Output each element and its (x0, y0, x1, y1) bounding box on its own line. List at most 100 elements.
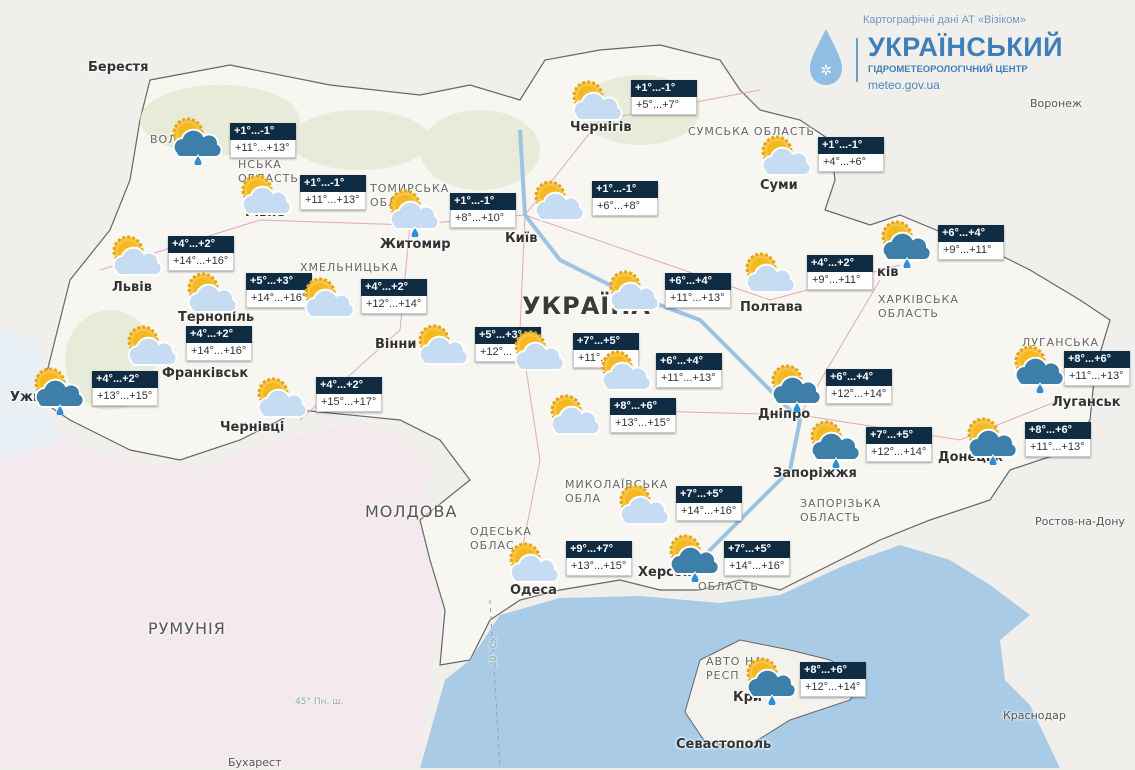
cloud-icon (112, 246, 163, 276)
rain-icon (742, 655, 798, 708)
rain-icon (767, 362, 823, 415)
cloud-icon (187, 283, 238, 313)
map-data-credit: Картографічні дані АТ «Візіком» (863, 14, 1026, 26)
forecast-box: +9°...+7° +13°...+15° (566, 541, 632, 576)
night-temperature: +6°...+4° (665, 273, 731, 290)
city-label: Чернігів (570, 120, 632, 135)
forecast-box: +4°...+2° +9°...+11° (807, 255, 873, 290)
day-temperature: +12°... (475, 344, 541, 362)
partly-cloudy-icon (123, 323, 179, 373)
forecast-box: +7°...+5° +14°...+16° (676, 486, 742, 521)
region-label: ХМЕЛЬНИЦЬКА (300, 261, 399, 274)
cloud-icon (745, 263, 796, 293)
water-drop-icon: ✲ (810, 29, 842, 85)
hungary-territory (0, 330, 60, 460)
foreign-city-label: Бухарест (228, 756, 282, 769)
day-temperature: +4°...+6° (818, 154, 884, 172)
region-label: СУМСЬКА ОБЛАСТЬ (688, 125, 815, 138)
cloud-icon (601, 361, 652, 391)
cloud-icon (127, 336, 178, 366)
dnipro-river (518, 129, 803, 562)
city-label: Луганськ (1052, 395, 1121, 410)
partly-cloudy-icon (253, 375, 309, 425)
city-label: Севастополь (676, 737, 772, 752)
forecast-box: +4°...+2° +14°...+16° (186, 326, 252, 361)
country-label: МОЛДОВА (365, 502, 458, 521)
day-temperature: +14°...+16° (168, 253, 234, 271)
rain-icon (963, 415, 1019, 468)
cloud-icon (514, 341, 565, 371)
logo-title: УКРАЇНСЬКИЙ (868, 32, 1064, 62)
partly-cloudy-icon (510, 328, 566, 378)
forecast-box: +4°...+2° +12°...+14° (361, 279, 427, 314)
forecast-box: +8°...+6° +13°...+15° (610, 398, 676, 433)
partly-cloudy-icon (108, 233, 164, 283)
partly-cloudy-icon (530, 178, 586, 228)
forecast-box: +7°...+5° +12°...+14° (866, 427, 932, 462)
cloud-icon (304, 288, 355, 318)
svg-text:✲: ✲ (820, 63, 832, 79)
day-temperature: +5°...+7° (631, 97, 697, 115)
day-temperature: +13°...+15° (566, 558, 632, 576)
day-temperature: +14°...+16° (246, 290, 312, 308)
day-temperature: +11°...+13° (230, 140, 296, 158)
region-label: ХАРКІВСЬКА ОБЛАСТЬ (878, 293, 959, 320)
cloud-icon (534, 191, 585, 221)
foreign-city-label: Ростов-на-Дону (1035, 515, 1125, 528)
latitude-label: 45° Пн. ш. (295, 697, 344, 707)
forecast-box: +8°...+6° +11°...+13° (1025, 422, 1091, 457)
night-temperature: +8°...+6° (1025, 422, 1091, 439)
cloud-icon (761, 146, 812, 176)
day-temperature: +9°...+11° (938, 242, 1004, 260)
day-temperature: +11°...+13° (656, 370, 722, 388)
cloud-icon (172, 128, 223, 158)
day-temperature: +14°...+16° (676, 503, 742, 521)
night-temperature: +1°...-1° (592, 181, 658, 198)
city-label: Берестя (88, 60, 149, 75)
longitude-label: 30° Сх. (489, 633, 500, 668)
forecast-box: +1°...-1° +6°...+8° (592, 181, 658, 216)
logo-subtitle: ГІДРОМЕТЕОРОЛОГІЧНИЙ ЦЕНТР (868, 64, 1028, 75)
region-label: АВТО НА РЕСП (706, 655, 763, 682)
rain-icon (30, 365, 86, 418)
day-temperature: +13°...+15° (610, 415, 676, 433)
forecast-box: +8°...+6° +12°...+14° (800, 662, 866, 697)
city-label: Суми (760, 178, 798, 193)
partly-cloudy-icon (505, 540, 561, 590)
forecast-box: +4°...+2° +13°...+15° (92, 371, 158, 406)
partly-cloudy-icon (546, 392, 602, 442)
forecast-box: +8°...+6° +11°...+13° (1064, 351, 1130, 386)
forecast-box: +6°...+4° +12°...+14° (826, 369, 892, 404)
night-temperature: +4°...+2° (807, 255, 873, 272)
forecast-box: +1°...-1° +4°...+6° (818, 137, 884, 172)
night-temperature: +5°...+3° (246, 273, 312, 290)
cloud-icon (669, 545, 720, 575)
country-label: РУМУНІЯ (148, 619, 226, 638)
night-temperature: +7°...+5° (724, 541, 790, 558)
region-label: ОДЕСЬКА ОБЛАС (470, 525, 532, 552)
forecast-box: +6°...+4° +11°...+13° (665, 273, 731, 308)
cloud-icon (418, 335, 469, 365)
city-label: Львів (112, 280, 152, 295)
cloud-icon (619, 495, 670, 525)
day-temperature: +12°...+14° (800, 679, 866, 697)
night-temperature: +6°...+4° (826, 369, 892, 386)
cloud-icon (509, 553, 560, 583)
day-temperature: +14°...+16° (186, 343, 252, 361)
day-temperature: +11°...+13° (1064, 368, 1130, 386)
city-label: Тернопіль (178, 310, 255, 325)
city-label: Запоріжжя (773, 466, 857, 481)
night-temperature: +1°...-1° (631, 80, 697, 97)
forecast-box: +4°...+2° +14°...+16° (168, 236, 234, 271)
night-temperature: +1°...-1° (818, 137, 884, 154)
logo-url[interactable]: meteo.gov.ua (868, 78, 940, 92)
night-temperature: +1°...-1° (300, 175, 366, 192)
forecast-box: +6°...+4° +11°...+13° (656, 353, 722, 388)
cloud-icon (241, 185, 292, 215)
forecast-box: +1°...-1° +11°...+13° (230, 123, 296, 158)
day-temperature: +15°...+17° (316, 394, 382, 412)
city-label: Франківськ (162, 366, 249, 381)
day-temperature: +13°...+15° (92, 388, 158, 406)
city-label: Житомир (380, 237, 451, 252)
partly-cloudy-icon (414, 322, 470, 372)
